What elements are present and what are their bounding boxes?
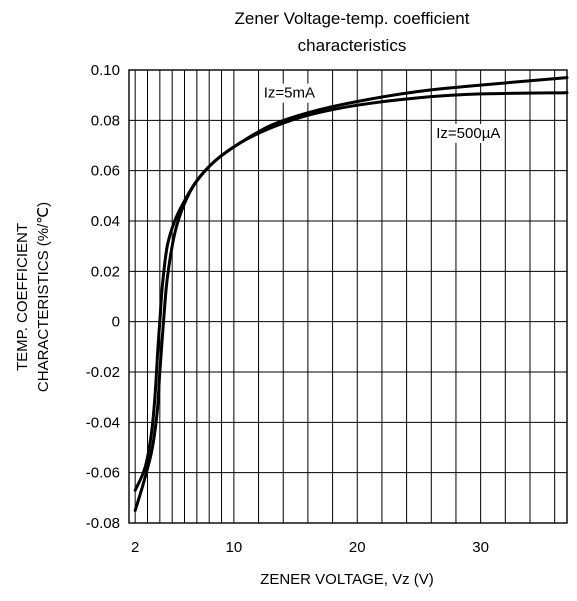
series-line (133, 76, 569, 492)
series-line (133, 91, 569, 512)
chart-title-line2: characteristics (298, 36, 407, 55)
series-annotation: Iz=500µA (433, 123, 504, 143)
x-axis-label: ZENER VOLTAGE, Vz (V) (260, 571, 434, 588)
annotation-background (260, 83, 319, 103)
x-tick-label: 20 (349, 539, 366, 556)
y-tick-label: 0.06 (91, 163, 120, 180)
y-tick-label: 0 (112, 314, 120, 331)
y-tick-label: 0.10 (91, 62, 120, 79)
y-axis-label-line2: CHARACTERISTICS (%/℃) (35, 202, 52, 392)
y-tick-label: -0.02 (86, 364, 120, 381)
chart-series (133, 76, 569, 512)
plot-frame (128, 69, 568, 524)
x-tick-label: 30 (472, 539, 489, 556)
x-tick-labels: 2 10 20 30 (131, 539, 489, 556)
y-tick-label: -0.04 (86, 414, 120, 431)
annotation-label: Iz=500µA (436, 125, 500, 142)
y-tick-label: 0.02 (91, 263, 120, 280)
y-tick-label: -0.06 (86, 465, 120, 482)
y-axis-label-line1: TEMP. COEFFICIENT (14, 223, 31, 371)
y-tick-label: 0.08 (91, 112, 120, 129)
series-annotation: Iz=5mA (260, 83, 319, 103)
y-tick-label: -0.08 (86, 515, 120, 532)
chart-title-line1: Zener Voltage-temp. coefficient (235, 9, 470, 28)
annotation-label: Iz=5mA (264, 85, 315, 102)
annotation-background (433, 123, 504, 143)
x-tick-label: 10 (226, 539, 243, 556)
x-tick-label: 2 (131, 539, 139, 556)
chart-annotations: Iz=5mA Iz=500µA (260, 83, 504, 143)
y-tick-labels: 0.10 0.08 0.06 0.04 0.02 0 -0.02 -0.04 -0.06 -0.0… (86, 62, 120, 532)
y-tick-label: 0.04 (91, 213, 120, 230)
